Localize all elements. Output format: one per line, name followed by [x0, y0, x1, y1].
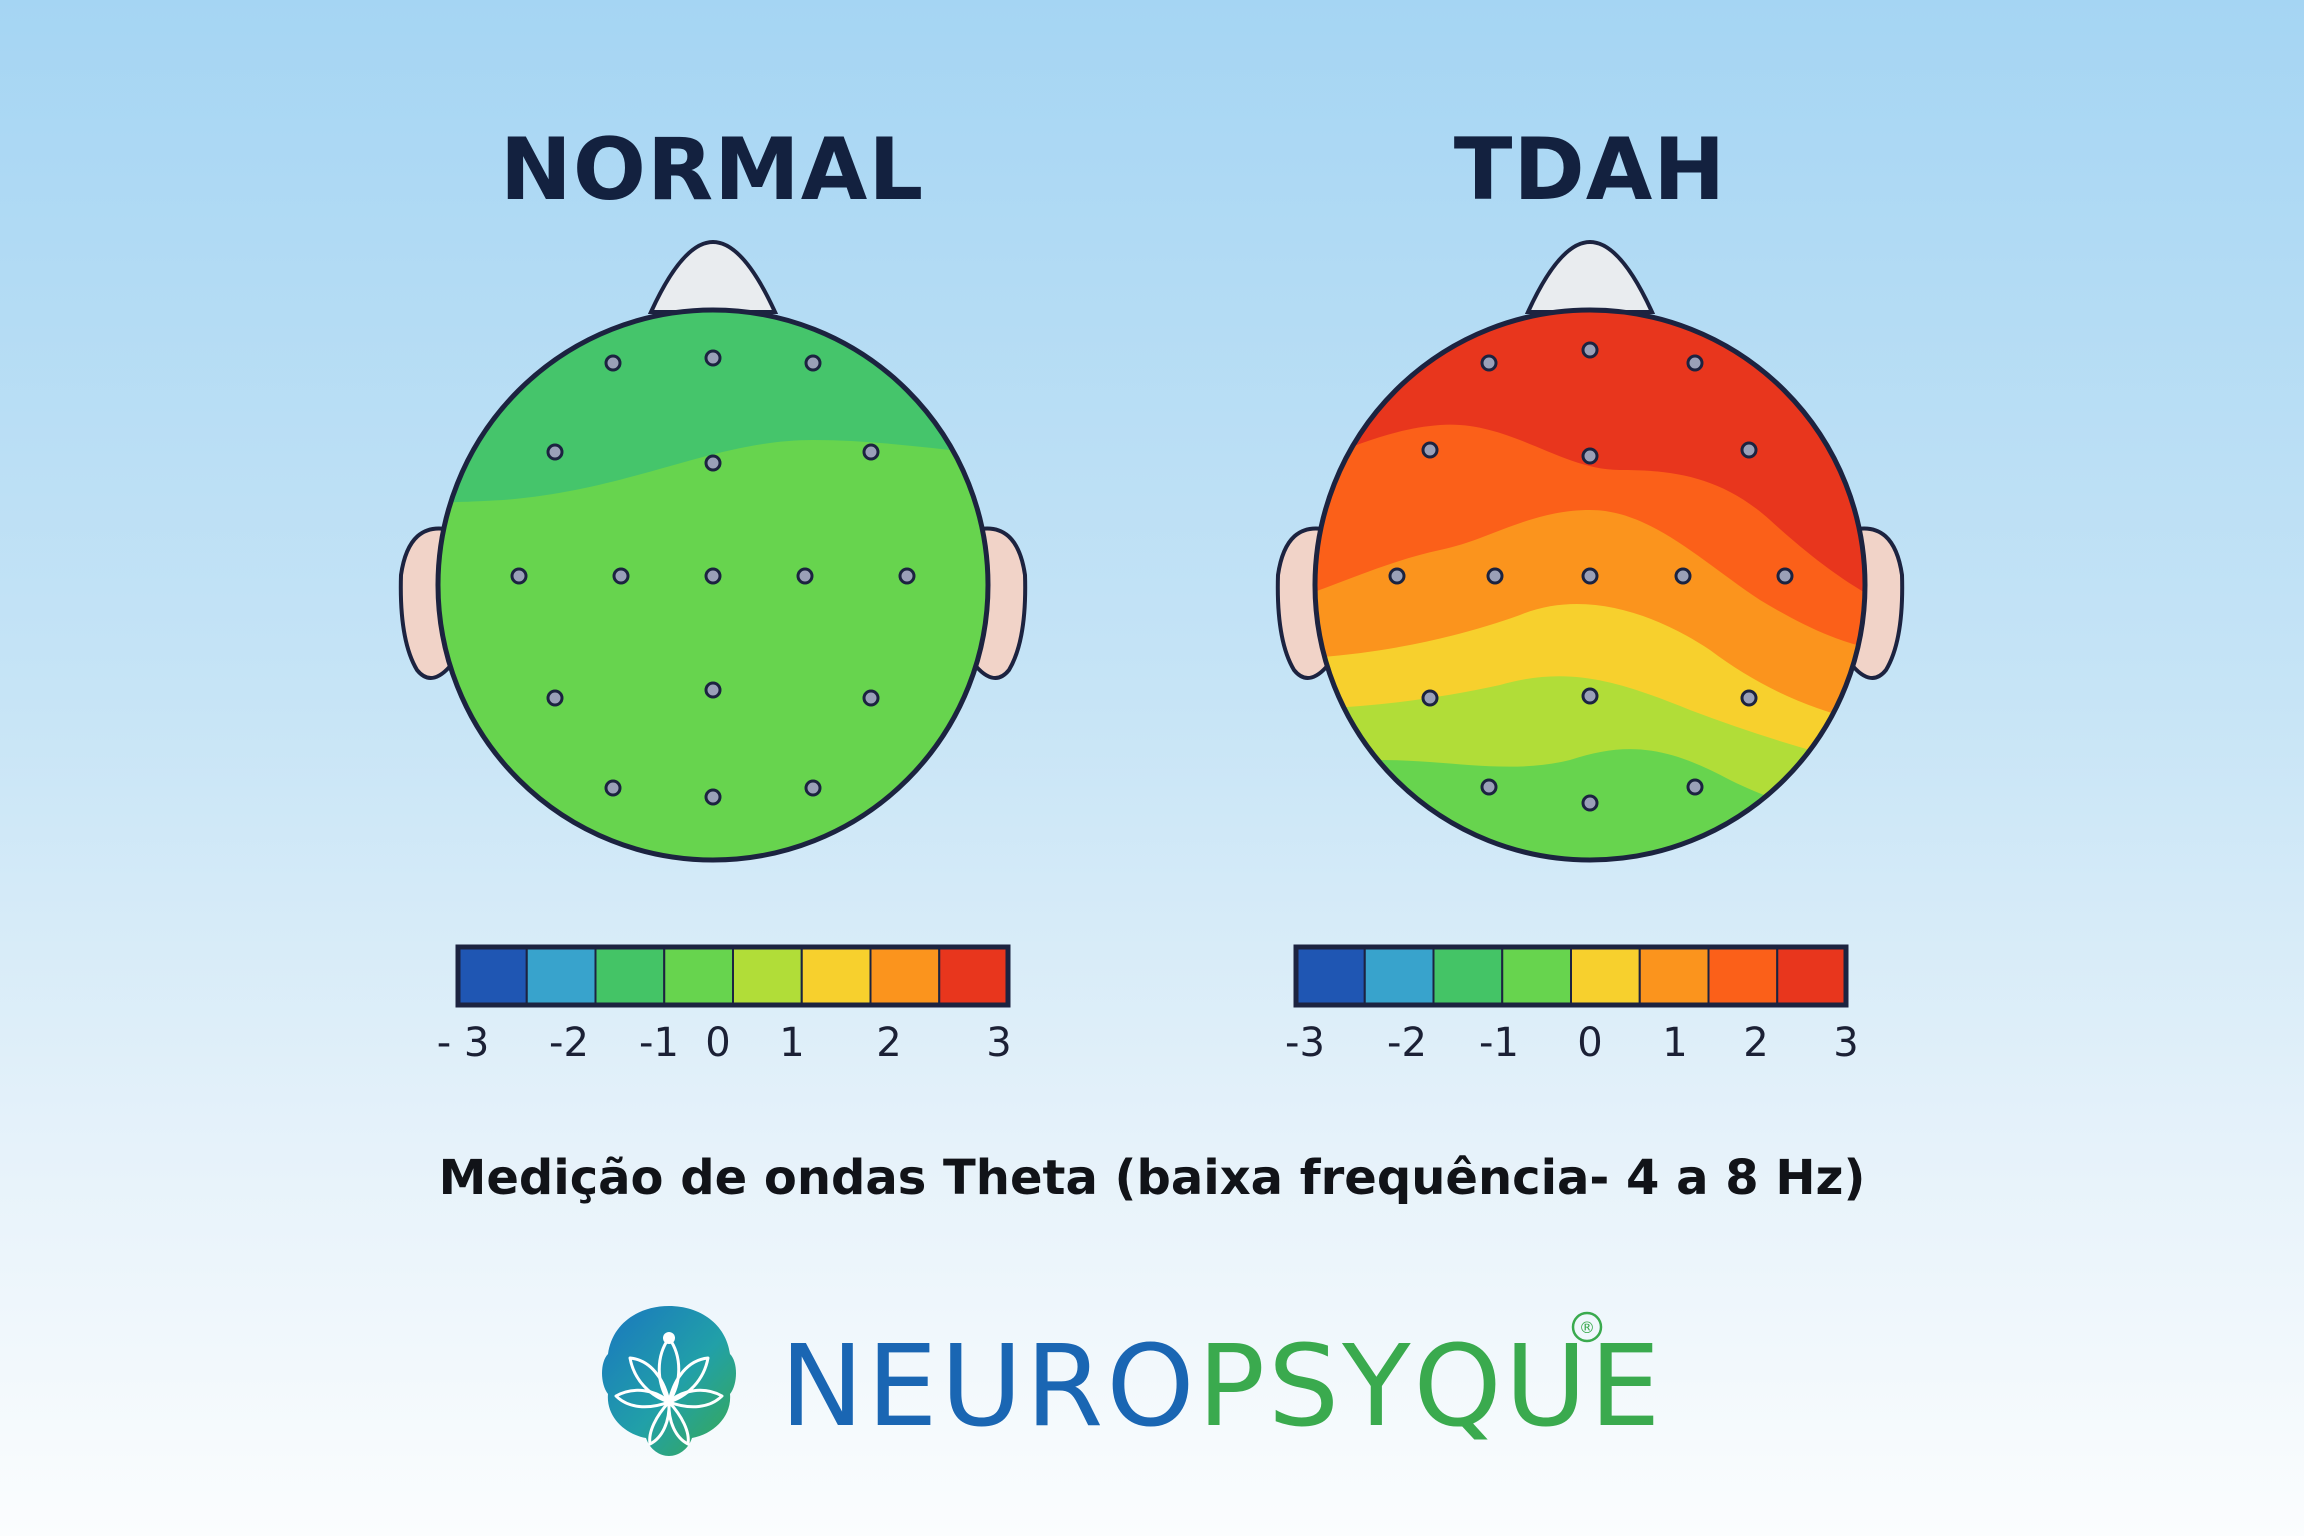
scale-segment [1501, 946, 1572, 1006]
electrode-dot [804, 779, 822, 797]
electrode-dot [1480, 354, 1498, 372]
electrode-dot [1740, 441, 1758, 459]
nose-crown [1524, 239, 1656, 314]
registered-symbol: ® [1579, 1318, 1595, 1337]
scale-border [455, 944, 1011, 1008]
electrode-dot [546, 443, 564, 461]
brand-wordmark: NEUROPSYQUE [780, 1322, 1663, 1452]
electrode-dot [898, 567, 916, 585]
scale-segment [594, 946, 666, 1006]
brain-lotus-logo-icon [602, 1306, 736, 1456]
registered-mark: ® [1571, 1311, 1603, 1343]
electrode-dot [704, 567, 722, 585]
normal-electrodes [510, 349, 916, 806]
electrode-dot [704, 788, 722, 806]
scale-segment [1295, 946, 1366, 1006]
electrode-dot [1421, 441, 1439, 459]
tick-label: 1 [1662, 1020, 1688, 1066]
caption: Medição de ondas Theta (baixa frequência… [438, 1150, 1866, 1206]
electrode-dot [604, 354, 622, 372]
tdah-electrodes [1388, 341, 1794, 812]
tick-label: 0 [1577, 1020, 1603, 1066]
nose-crown [647, 239, 779, 314]
scale-segment [457, 946, 528, 1006]
tdah-color-scale [1293, 944, 1849, 1008]
electrode-dot [604, 779, 622, 797]
tick-label: - 3 [436, 1020, 490, 1066]
tick-label: 2 [1743, 1020, 1769, 1066]
scale-segment [1363, 946, 1435, 1006]
electrode-dot [1421, 689, 1439, 707]
electrode-dot [1686, 354, 1704, 372]
brand-psyque: PSYQUE [1197, 1322, 1664, 1452]
electrode-dot [510, 567, 528, 585]
normal-color-scale [455, 944, 1011, 1008]
scale-segment [1638, 946, 1710, 1006]
tick-label: 2 [876, 1020, 902, 1066]
tick-label: 3 [1833, 1020, 1859, 1066]
scale-segment [869, 946, 941, 1006]
scale-segment [1707, 946, 1779, 1006]
tick-label: -1 [639, 1020, 679, 1066]
electrode-dot [1480, 778, 1498, 796]
tick-label: 1 [779, 1020, 805, 1066]
electrode-dot [1674, 567, 1692, 585]
brand-neuro: NEURO [780, 1322, 1198, 1452]
electrode-dot [1686, 778, 1704, 796]
scale-segment [732, 946, 803, 1006]
tdah-head-map [1275, 239, 1905, 863]
electrode-dot [704, 454, 722, 472]
tick-label: -2 [1387, 1020, 1427, 1066]
tdah-scale-ticks: -3 -2 -1 0 1 2 3 [1261, 1020, 1881, 1080]
tick-label: -3 [1285, 1020, 1325, 1066]
electrode-dot [1581, 794, 1599, 812]
electrode-dot [1388, 567, 1406, 585]
normal-head-map [398, 239, 1028, 863]
scale-segment [525, 946, 597, 1006]
tick-label: 0 [705, 1020, 731, 1066]
scale-segment [1432, 946, 1504, 1006]
tick-label: 3 [986, 1020, 1012, 1066]
electrode-dot [1581, 567, 1599, 585]
electrode-dot [704, 349, 722, 367]
electrode-dot [1776, 567, 1794, 585]
electrode-dot [1581, 687, 1599, 705]
tick-label: -2 [549, 1020, 589, 1066]
electrode-dot [862, 443, 880, 461]
scale-segment [800, 946, 872, 1006]
scale-segment [938, 946, 1009, 1006]
scale-segment [663, 946, 734, 1006]
scale-segment [1776, 946, 1847, 1006]
normal-scale-ticks: - 3 -2 -1 0 1 2 3 [423, 1020, 1043, 1080]
electrode-dot [704, 681, 722, 699]
electrode-dot [804, 354, 822, 372]
electrode-dot [1581, 447, 1599, 465]
electrode-dot [546, 689, 564, 707]
electrode-dot [612, 567, 630, 585]
electrode-dot [862, 689, 880, 707]
electrode-dot [796, 567, 814, 585]
scale-segment [1570, 946, 1641, 1006]
normal-title: NORMAL [499, 120, 925, 220]
electrode-dot [1486, 567, 1504, 585]
tdah-title: TDAH [1453, 120, 1727, 220]
scale-border [1293, 944, 1849, 1008]
electrode-dot [1740, 689, 1758, 707]
tick-label: -1 [1479, 1020, 1519, 1066]
electrode-dot [1581, 341, 1599, 359]
